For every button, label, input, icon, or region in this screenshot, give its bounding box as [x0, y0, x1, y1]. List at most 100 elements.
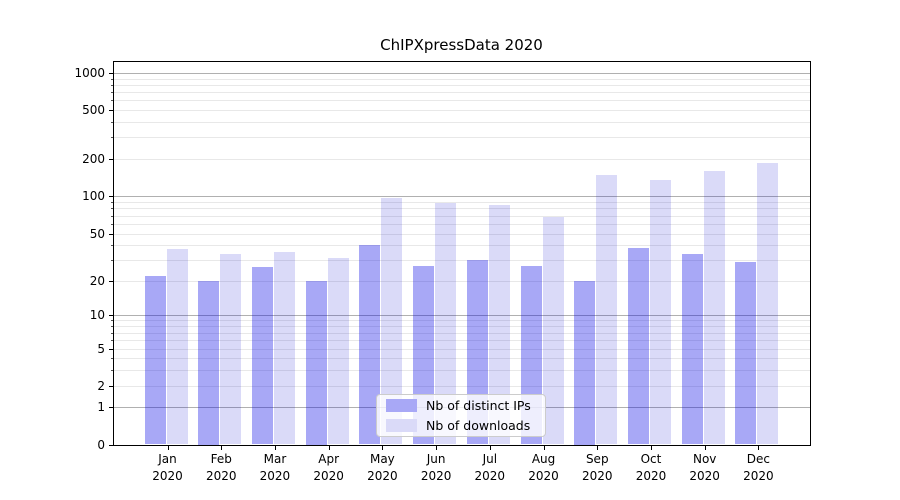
gridline-minor: [114, 260, 810, 262]
gridline-minor: [114, 122, 810, 123]
x-tick-label-month: Apr: [318, 452, 340, 466]
x-tick-label-month: May: [369, 452, 395, 466]
x-tick-label-year: 2020: [581, 469, 613, 483]
y-minor-tick-mark: [111, 332, 113, 334]
bar-downloads-feb: [220, 253, 242, 445]
y-tick-label: 10: [89, 308, 105, 323]
y-minor-tick-mark: [111, 358, 113, 359]
x-tick-label-month: Jan: [158, 452, 177, 466]
x-tick-mark: [650, 446, 652, 450]
x-tick-label-year: 2020: [474, 469, 506, 483]
gridline-minor: [114, 137, 810, 139]
legend-row-downloads: Nb of downloads: [386, 418, 545, 433]
y-minor-tick-mark: [111, 100, 113, 102]
y-tick-mark: [109, 196, 113, 198]
gridline-minor: [114, 233, 810, 235]
legend-label-downloads: Nb of downloads: [426, 418, 531, 433]
y-tick-mark: [109, 73, 113, 75]
x-tick-label-month: Oct: [640, 452, 662, 466]
gridline-minor: [114, 349, 810, 350]
legend-swatch-distinct-ips: [386, 399, 417, 412]
gridline-minor: [114, 223, 810, 225]
gridline-minor: [114, 92, 810, 94]
y-minor-tick-mark: [111, 137, 113, 139]
y-minor-tick-mark: [111, 215, 113, 217]
y-tick-mark: [109, 444, 113, 446]
bar-distinct-ips-jan: [144, 276, 166, 445]
y-tick-label: 5: [97, 342, 105, 356]
y-minor-tick-mark: [111, 92, 113, 94]
y-minor-tick-mark: [111, 122, 113, 123]
bar-downloads-aug: [542, 217, 564, 445]
y-minor-tick-mark: [111, 340, 113, 342]
y-minor-tick-mark: [111, 208, 113, 210]
x-tick-label-month: Feb: [210, 452, 232, 466]
gridline-minor: [114, 78, 810, 80]
legend: Nb of distinct IPs Nb of downloads: [376, 394, 546, 437]
x-tick-mark: [382, 446, 384, 450]
bar-downloads-jan: [166, 249, 188, 445]
y-tick-label: 1: [97, 400, 105, 414]
bar-downloads-oct: [649, 180, 671, 445]
legend-swatch-downloads: [386, 419, 417, 432]
x-tick-mark: [167, 446, 169, 450]
x-tick-label-year: 2020: [635, 469, 667, 483]
gridline-minor: [114, 340, 810, 342]
y-minor-tick-mark: [111, 85, 113, 87]
bar-downloads-jun: [435, 203, 457, 445]
y-tick-label: 1000: [74, 66, 105, 81]
legend-row-distinct-ips: Nb of distinct IPs: [386, 398, 545, 413]
y-minor-tick-mark: [111, 245, 113, 247]
y-tick-mark: [109, 386, 113, 387]
x-tick-label-month: Dec: [746, 452, 771, 466]
y-minor-tick-mark: [111, 260, 113, 262]
bar-distinct-ips-dec: [735, 261, 757, 445]
bar-distinct-ips-apr: [305, 281, 327, 445]
bar-distinct-ips-mar: [251, 267, 273, 445]
y-tick-mark: [109, 407, 113, 408]
x-tick-label-year: 2020: [528, 469, 559, 483]
x-tick-label-month: Jun: [426, 452, 446, 466]
x-tick-mark: [221, 446, 223, 450]
x-tick-mark: [758, 446, 760, 450]
gridline-minor: [114, 201, 810, 203]
x-tick-label-year: 2020: [259, 469, 291, 483]
y-tick-mark: [109, 349, 113, 350]
x-tick-mark: [597, 446, 599, 450]
legend-label-distinct-ips: Nb of distinct IPs: [426, 398, 531, 413]
y-minor-tick-mark: [111, 201, 113, 203]
y-tick-label: 20: [89, 274, 105, 288]
x-tick-mark: [704, 446, 706, 450]
x-tick-label-year: 2020: [367, 469, 398, 483]
gridline-minor: [114, 245, 810, 247]
gridline-minor: [114, 208, 810, 210]
x-tick-mark: [328, 446, 330, 450]
bar-distinct-ips-feb: [198, 281, 220, 445]
y-tick-label: 0: [97, 437, 105, 452]
gridline-minor: [114, 159, 810, 161]
x-tick-label-year: 2020: [420, 469, 452, 483]
y-tick-label: 500: [82, 103, 105, 117]
y-tick-label: 2: [97, 379, 105, 393]
x-tick-mark: [436, 446, 438, 450]
gridline-minor: [114, 386, 810, 387]
bar-downloads-dec: [757, 162, 779, 445]
chart-title: ChIPXpressData 2020: [380, 36, 543, 54]
x-tick-label-month: Nov: [692, 452, 717, 466]
y-minor-tick-mark: [111, 223, 113, 225]
gridline-minor: [114, 358, 810, 359]
plot-area: [109, 61, 811, 450]
gridline-minor: [114, 110, 810, 111]
y-tick-mark: [109, 233, 113, 235]
gridline-minor: [114, 215, 810, 217]
gridline-major: [114, 73, 810, 75]
y-tick-mark: [109, 281, 113, 282]
x-tick-label-year: 2020: [313, 469, 344, 483]
bar-distinct-ips-nov: [681, 253, 703, 445]
bar-downloads-sep: [596, 174, 618, 445]
y-minor-tick-mark: [111, 78, 113, 80]
x-tick-mark: [543, 446, 545, 450]
y-tick-label: 100: [82, 189, 105, 204]
y-tick-label: 50: [89, 226, 105, 241]
y-tick-label: 200: [82, 152, 105, 167]
